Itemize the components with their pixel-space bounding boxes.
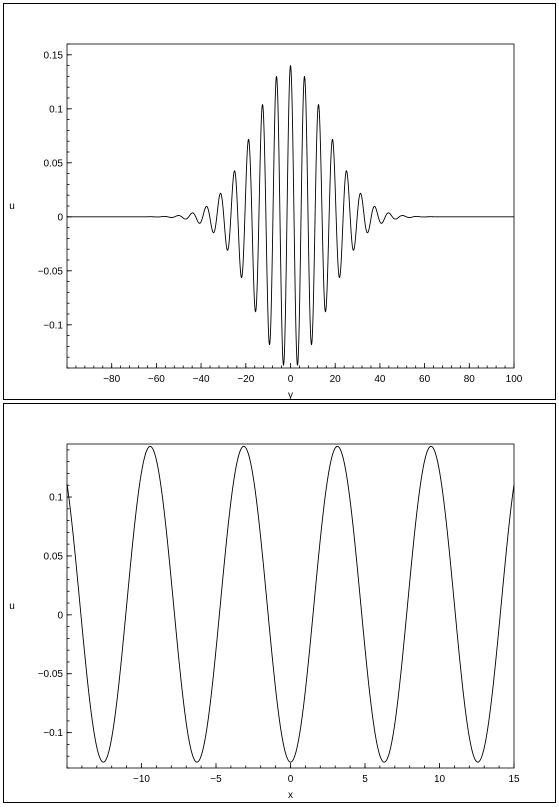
wave-packet-chart: −80 −60 −40 −20 0 20 40 60 80 100 −0.1 −0.05 0 0.05 0.…	[9, 43, 523, 401]
x-tick-label: −40	[193, 374, 210, 385]
y-tick-label: −0.05	[38, 266, 64, 277]
series-line-0	[66, 445, 515, 763]
y-tick-label: 0	[57, 610, 63, 621]
y-tick-label: −0.05	[38, 669, 64, 680]
y-tick-label: 0.05	[44, 551, 64, 562]
y-axis-label: u	[9, 601, 15, 612]
x-tick-label: 5	[362, 774, 368, 785]
y-axis-label: u	[9, 201, 15, 212]
plot-frame	[66, 43, 515, 369]
y-tick-label: 0.05	[44, 158, 64, 169]
x-tick-label: −60	[148, 374, 165, 385]
chart-panel-bottom: −10 −5 0 5 10 15 −0.1 −0.05 0 0.05 0.1 x u	[3, 403, 556, 803]
x-tick-label: −10	[133, 774, 150, 785]
chart-panel-top: −80 −60 −40 −20 0 20 40 60 80 100 −0.1 −0.05 0 0.05 0.…	[3, 3, 556, 401]
x-tick-label: 100	[506, 374, 523, 385]
x-tick-label: 40	[374, 374, 386, 385]
x-tick-label: 80	[464, 374, 476, 385]
x-tick-label: −5	[210, 774, 222, 785]
x-tick-label: 0	[288, 374, 294, 385]
x-tick-label: 60	[419, 374, 431, 385]
y-tick-label: 0.1	[49, 493, 63, 504]
series-line-0	[66, 65, 515, 366]
x-axis-label: x	[288, 790, 293, 801]
x-tick-label: 10	[434, 774, 446, 785]
y-tick-label: 0.15	[44, 50, 64, 61]
x-axis-label: y	[288, 390, 293, 401]
x-tick-label: 20	[330, 374, 342, 385]
periodic-wave-chart: −10 −5 0 5 10 15 −0.1 −0.05 0 0.05 0.1 x u	[9, 443, 520, 801]
y-tick-label: −0.1	[43, 320, 63, 331]
y-tick-label: −0.1	[43, 728, 63, 739]
x-tick-label: 0	[288, 774, 294, 785]
x-tick-label: −20	[237, 374, 254, 385]
x-tick-label: 15	[508, 774, 520, 785]
y-tick-label: 0	[57, 212, 63, 223]
y-tick-label: 0.1	[49, 104, 63, 115]
x-tick-label: −80	[103, 374, 120, 385]
plot-frame	[66, 443, 515, 769]
